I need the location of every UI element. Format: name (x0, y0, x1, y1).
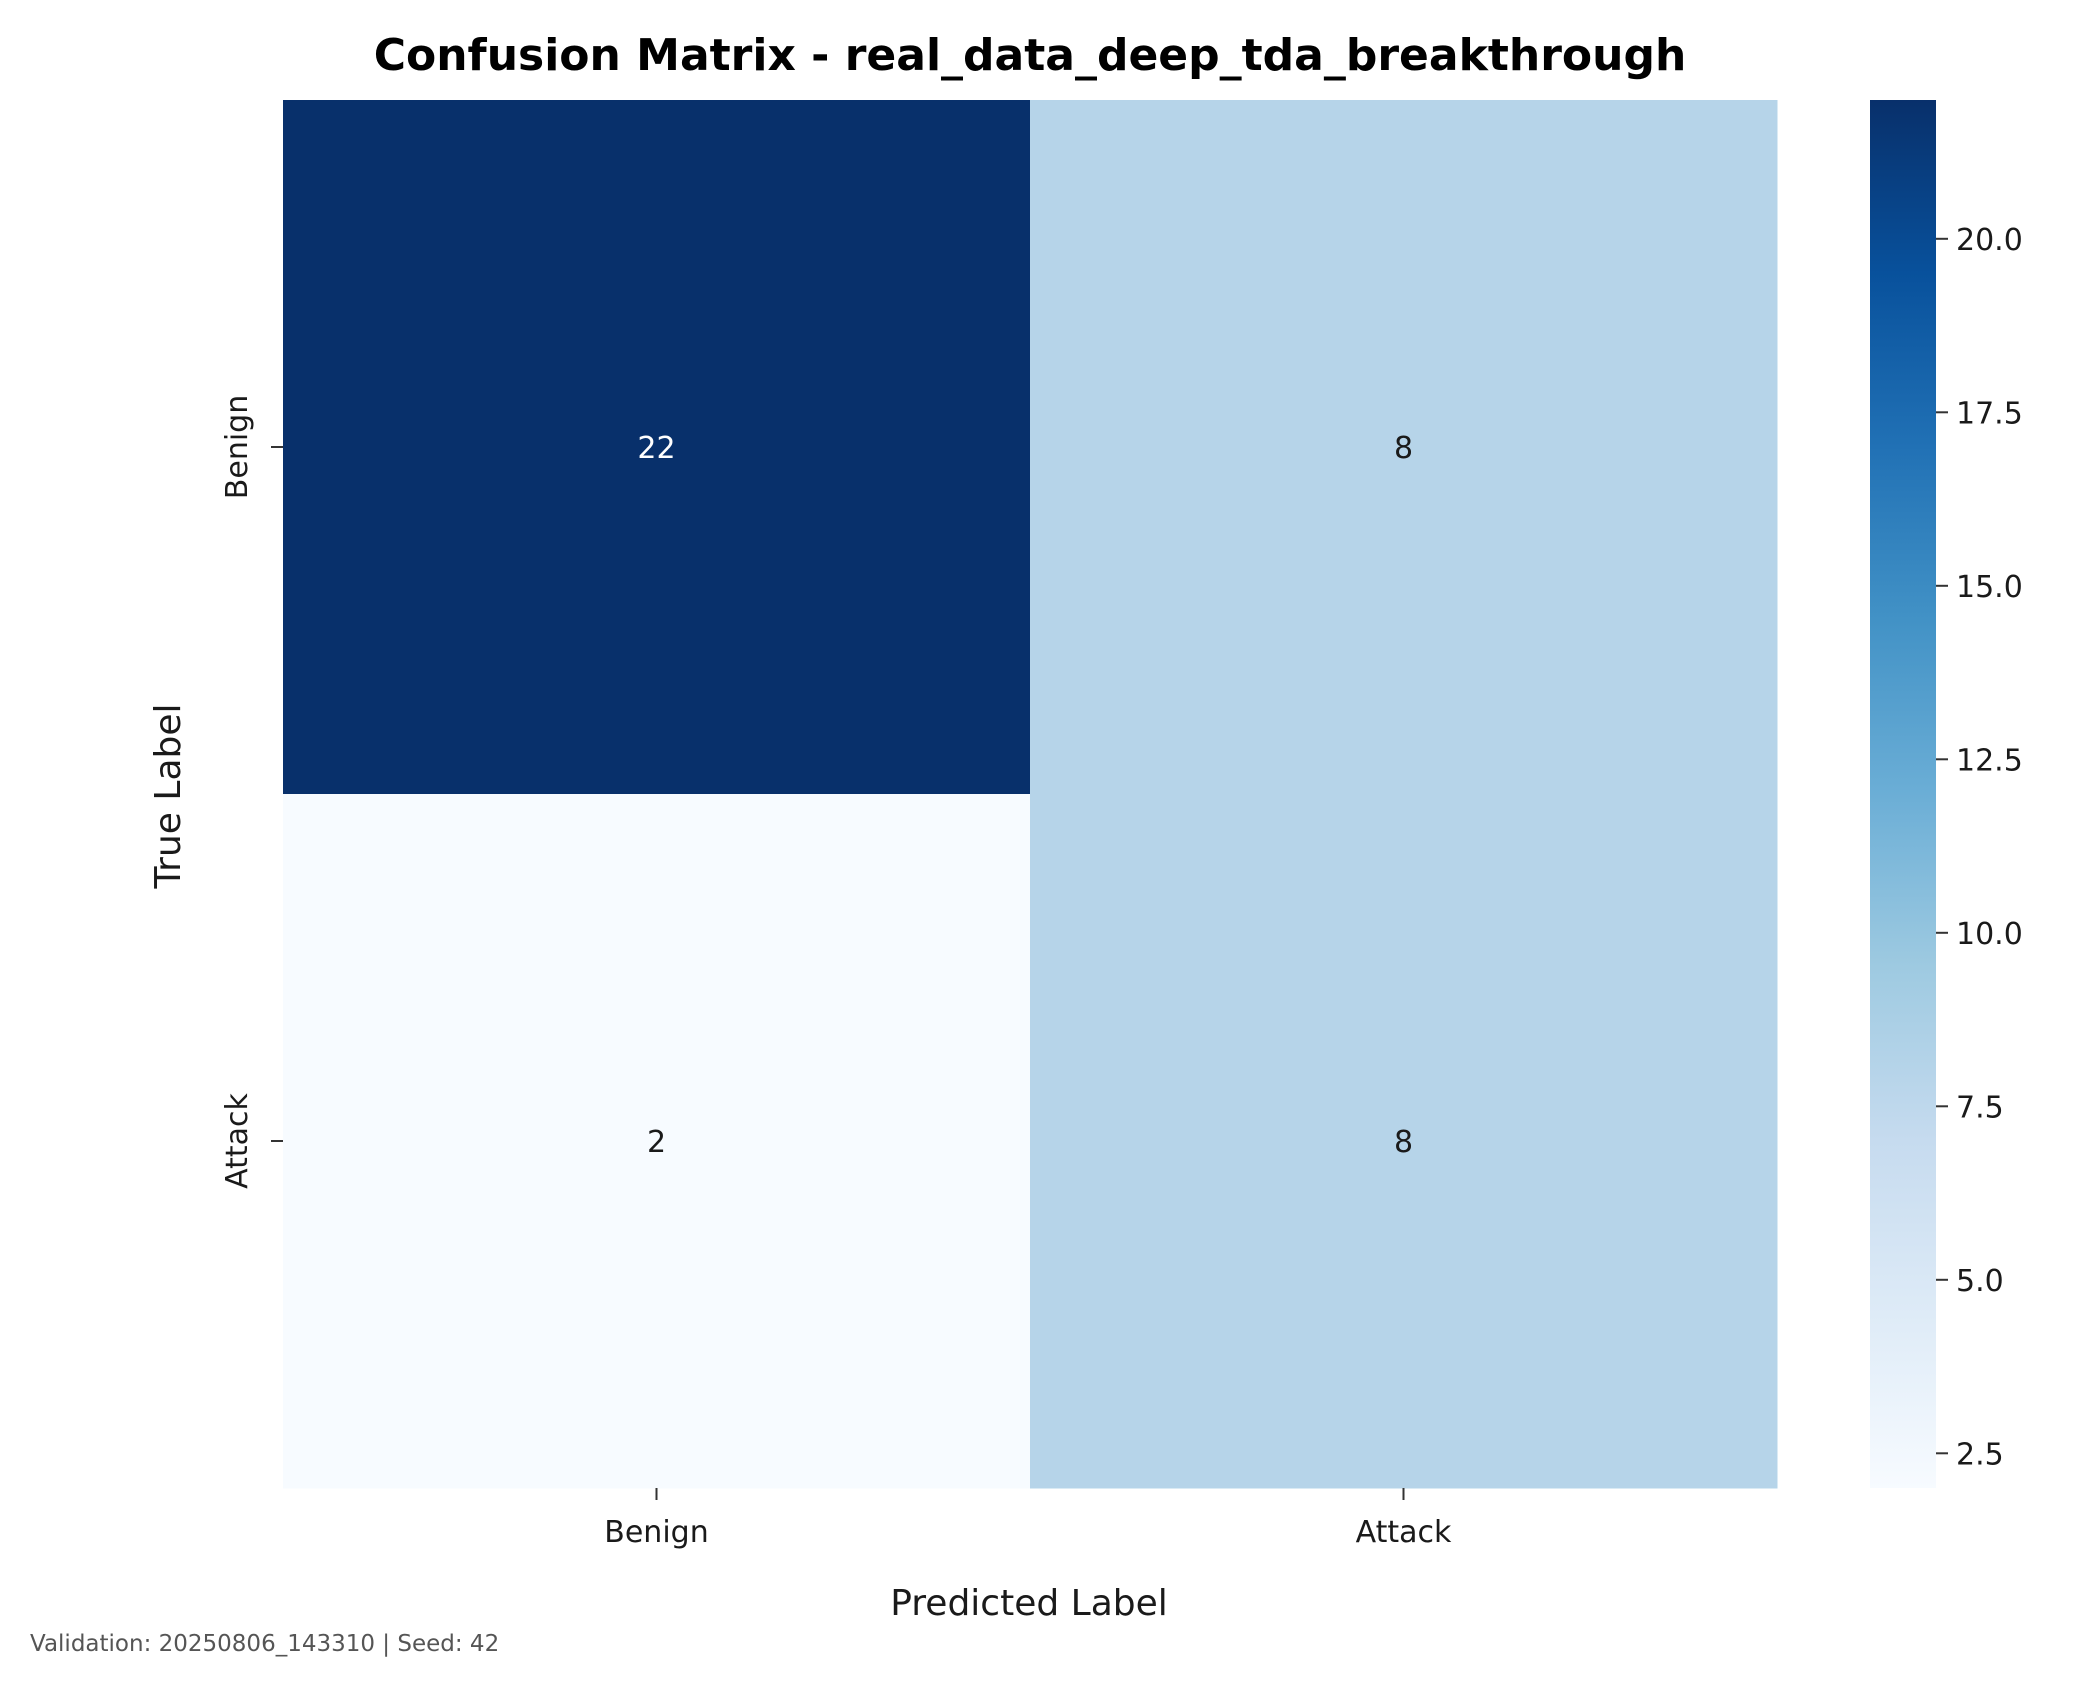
colorbar (1870, 100, 1936, 1488)
colorbar-tick-label: 7.5 (1956, 1090, 2004, 1125)
colorbar-tick-label: 10.0 (1956, 917, 2023, 952)
heatmap-cell (283, 794, 1031, 1489)
y-tick-label: Attack (220, 1092, 255, 1188)
colorbar-tick-label: 17.5 (1956, 396, 2023, 431)
x-tick-label: Benign (604, 1515, 708, 1550)
heatmap-cell (1030, 794, 1778, 1489)
x-axis-ticks: Benign Attack (604, 1488, 1452, 1550)
cell-value-label: 2 (647, 1125, 666, 1160)
heatmap-cell-labels: 22 8 2 8 (637, 431, 1413, 1160)
chart-title: Confusion Matrix - real_data_deep_tda_br… (374, 30, 1687, 81)
cell-value-label: 8 (1394, 1125, 1413, 1160)
heatmap-cell (1030, 100, 1778, 795)
x-tick-label: Attack (1356, 1515, 1452, 1550)
x-axis-label: Predicted Label (890, 1583, 1168, 1624)
heatmap-cells (283, 100, 1778, 1489)
colorbar-ticks: 2.5 5.0 7.5 10.0 12.5 15.0 17.5 20.0 (1936, 223, 2023, 1472)
y-axis-label: True Label (148, 703, 189, 889)
cell-value-label: 22 (637, 431, 675, 466)
heatmap-cell (283, 100, 1031, 795)
footer-note: Validation: 20250806_143310 | Seed: 42 (30, 1631, 499, 1657)
colorbar-tick-label: 5.0 (1956, 1264, 2004, 1299)
colorbar-tick-label: 12.5 (1956, 743, 2023, 778)
colorbar-tick-label: 2.5 (1956, 1437, 2004, 1472)
y-axis-ticks: Benign Attack (220, 395, 283, 1189)
cell-value-label: 8 (1394, 431, 1413, 466)
colorbar-tick-label: 15.0 (1956, 570, 2023, 605)
y-tick-label: Benign (220, 395, 255, 499)
colorbar-tick-label: 20.0 (1956, 223, 2023, 258)
